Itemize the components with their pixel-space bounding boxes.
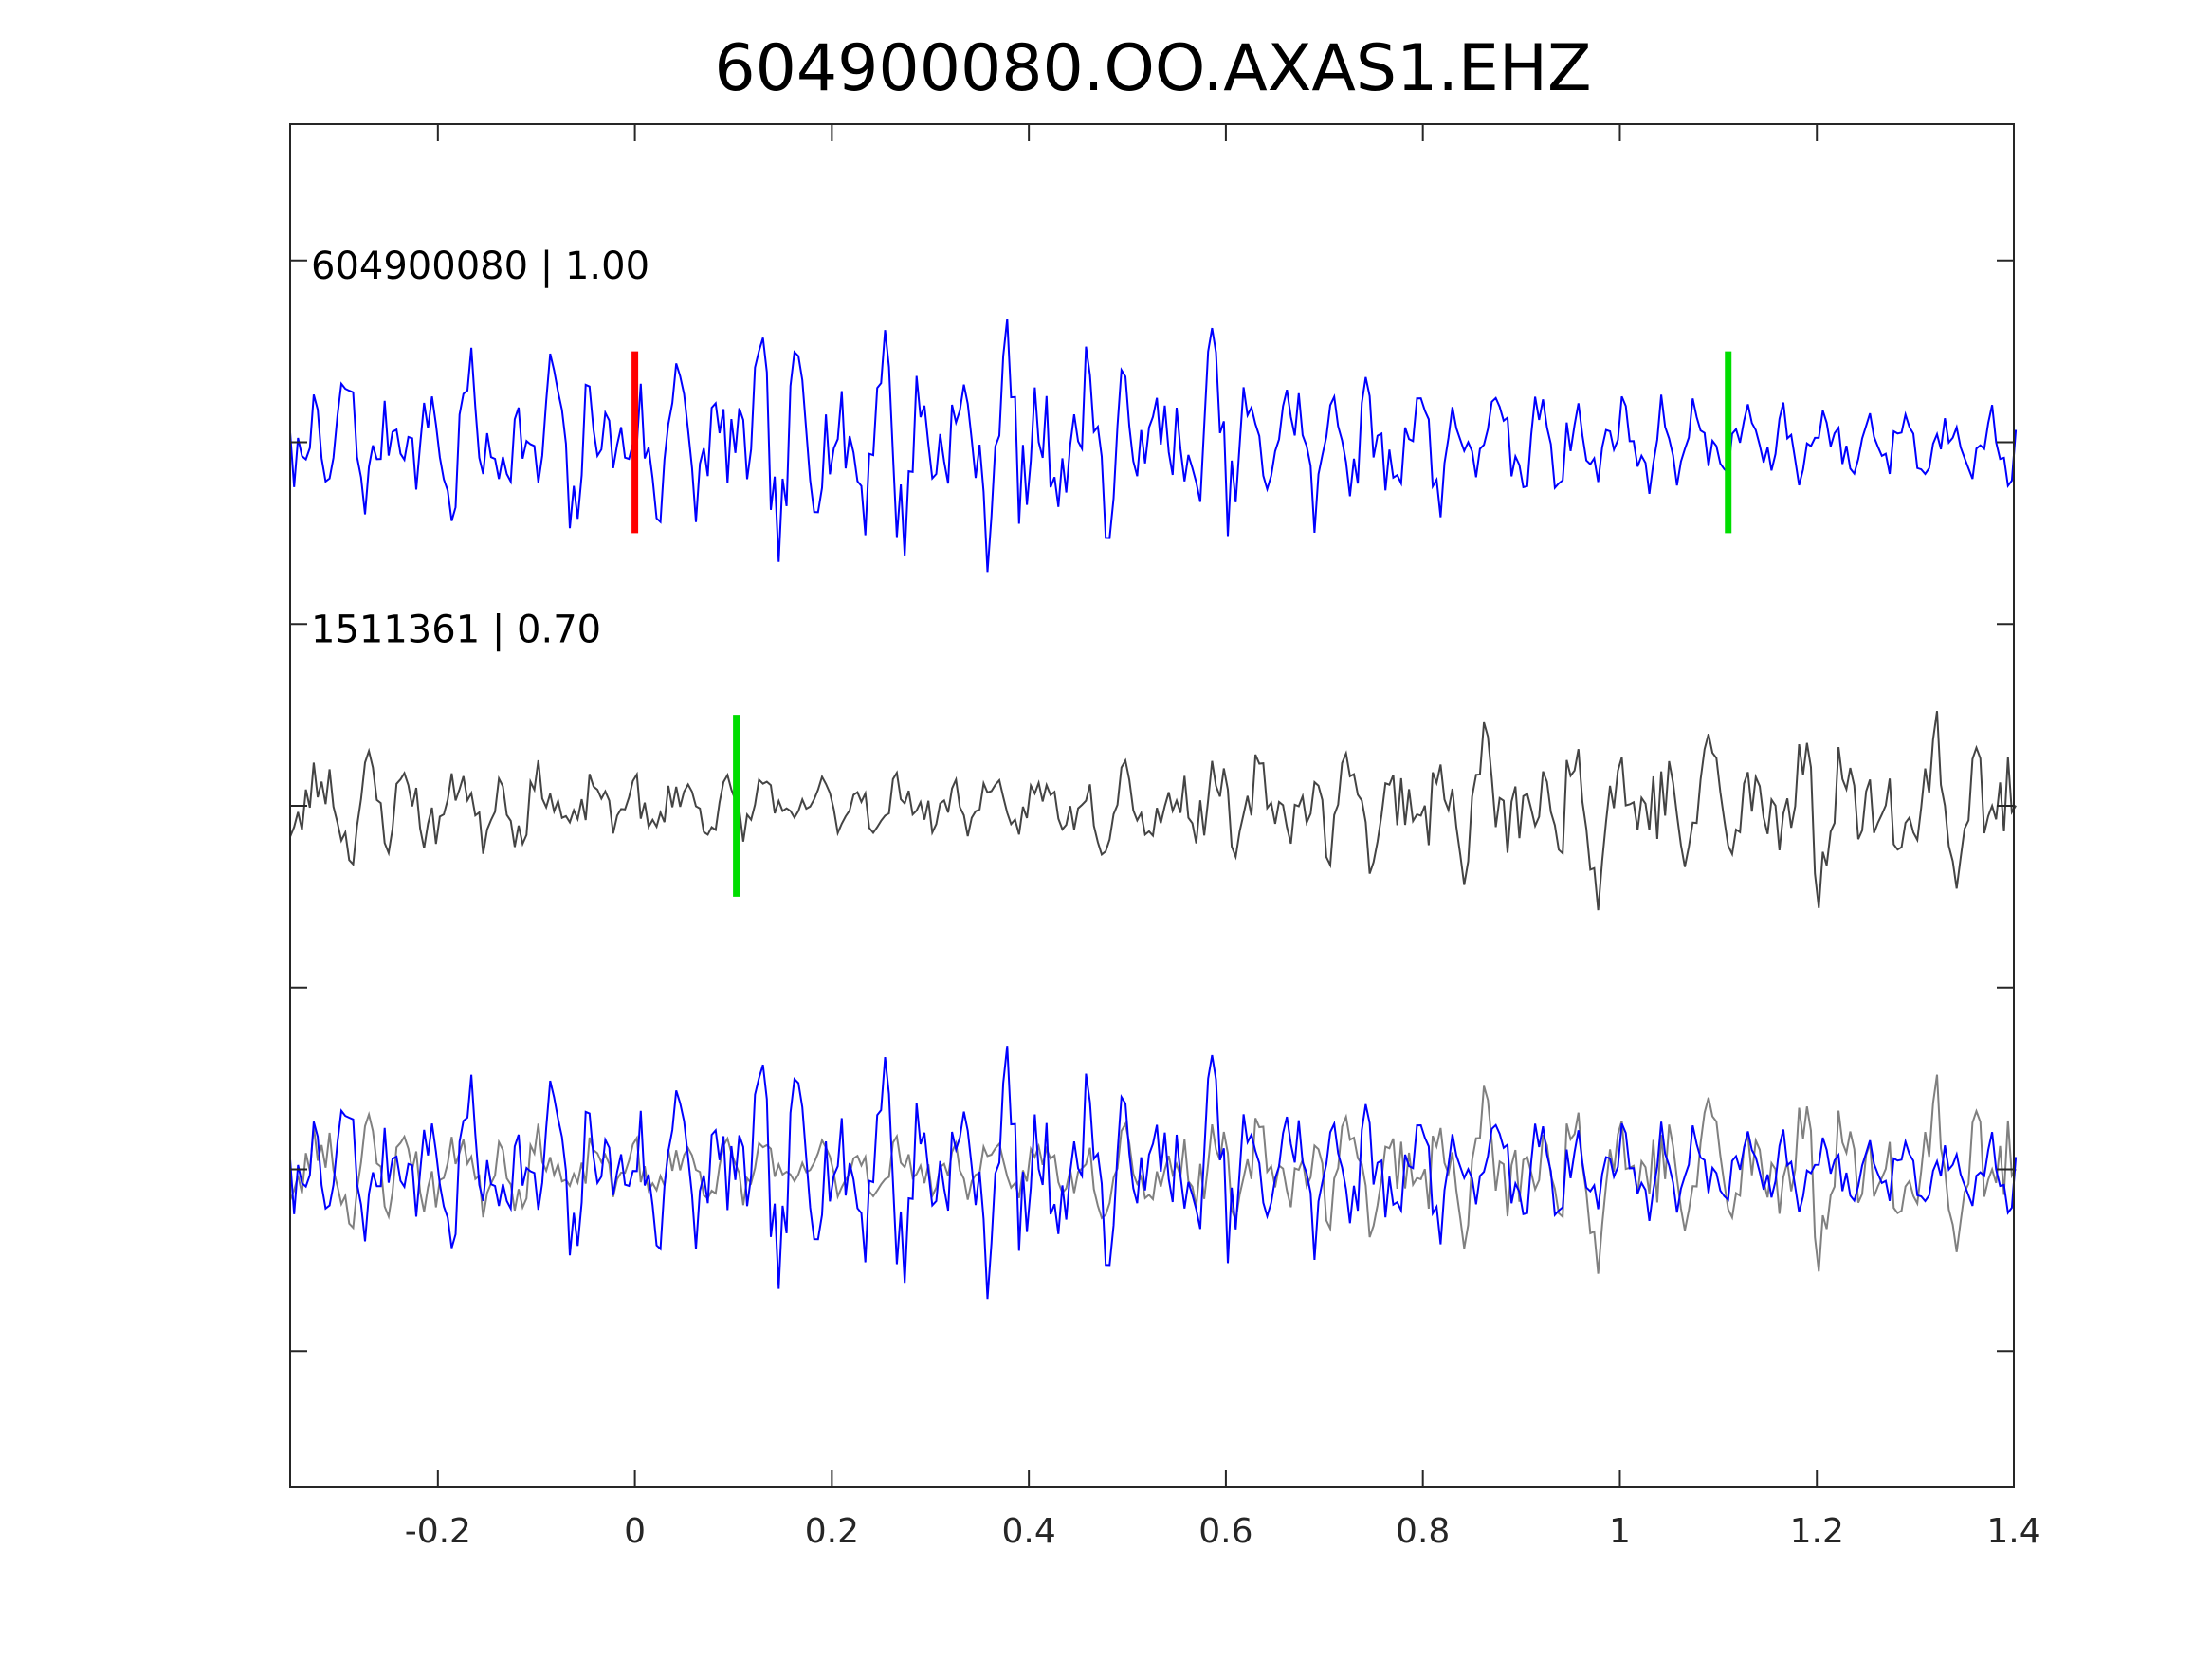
overlay-line-blue [289, 1046, 2018, 1300]
trace-line-1 [289, 711, 2017, 911]
x-tick-label: 0.6 [1198, 1512, 1252, 1551]
x-tick-label: 1.2 [1790, 1512, 1844, 1551]
overlay-line-gray [289, 1074, 2017, 1274]
x-tick-label: 0 [624, 1512, 646, 1551]
trace-label-1: 1511361 | 0.70 [311, 608, 601, 651]
x-tick-label: 0.2 [805, 1512, 859, 1551]
trace-label-0: 604900080 | 1.00 [311, 245, 649, 288]
x-tick-label: 1 [1609, 1512, 1631, 1551]
x-tick-label: 0.8 [1396, 1512, 1450, 1551]
x-tick-label: 0.4 [1002, 1512, 1056, 1551]
plot-area [290, 124, 2014, 1487]
x-tick-label: 1.4 [1986, 1512, 2040, 1551]
trace-labels: 604900080 | 1.00 1511361 | 0.70 [311, 245, 649, 651]
axis-ticks: -0.2 0 0.2 0.4 0.6 0.8 1 1.2 1.4 [290, 124, 2041, 1551]
phase-picks [631, 351, 1732, 897]
x-tick-label: -0.2 [405, 1512, 471, 1551]
chart-title: 604900080.OO.AXAS1.EHZ [714, 31, 1591, 106]
